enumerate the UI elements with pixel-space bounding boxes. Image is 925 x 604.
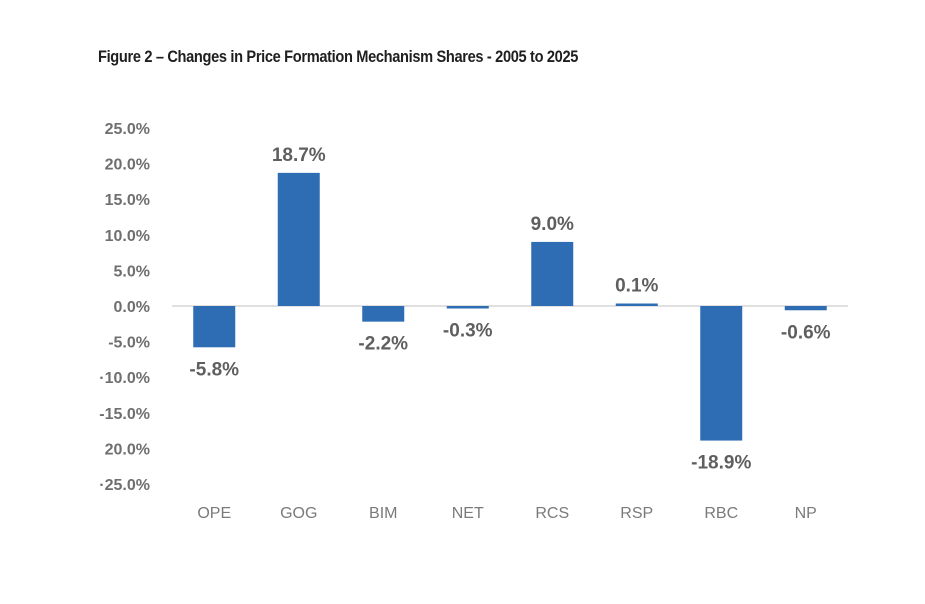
bar-rbc [700,306,743,441]
y-tick-label: ·10.0% [99,370,150,387]
data-labels: -5.8% 18.7% -2.2% -0.3% 9.0% 0.1% -18.9% -0.6% [189,145,830,474]
data-label: -2.2% [358,334,408,355]
bars [193,172,827,441]
y-tick-label: -15.0% [99,406,150,423]
bar-rcs [531,241,574,306]
x-tick-label: GOG [280,505,317,522]
x-tick-label: BIM [369,505,397,522]
x-tick-label: RSP [620,505,653,522]
data-label: 18.7% [272,145,326,166]
chart-title: Figure 2 – Changes in Price Formation Me… [98,47,579,66]
x-tick-label: NP [795,505,817,522]
data-label: 0.1% [615,276,658,297]
bar-ope [193,306,236,348]
y-tick-label: 15.0% [105,192,150,209]
bar-net [446,306,489,309]
bar-rsp [615,303,658,306]
y-tick-label: 5.0% [114,263,150,280]
data-label: -5.8% [189,359,239,380]
y-axis: 25.0% 20.0% 15.0% 10.0% 5.0% 0.0% -5.0% ·10.0% -… [99,121,150,494]
y-tick-label: 25.0% [105,121,150,138]
y-tick-label: -5.0% [108,335,150,352]
x-tick-label: OPE [197,505,231,522]
bar-np [784,306,827,311]
data-label: -0.3% [443,321,493,342]
y-tick-label: 20.0% [105,441,150,458]
x-tick-label: RCS [535,505,569,522]
y-tick-label: ·25.0% [99,477,150,494]
x-axis: OPE GOG BIM NET RCS RSP RBC NP [197,505,817,522]
bar-gog [277,172,320,306]
x-tick-label: NET [452,505,484,522]
y-tick-label: 10.0% [105,228,150,245]
bar-bim [362,306,405,322]
x-tick-label: RBC [704,505,738,522]
y-tick-label: 20.0% [105,157,150,174]
data-label: -18.9% [691,453,751,474]
y-tick-label: 0.0% [114,299,150,316]
data-label: 9.0% [531,214,574,235]
data-label: -0.6% [781,322,831,343]
